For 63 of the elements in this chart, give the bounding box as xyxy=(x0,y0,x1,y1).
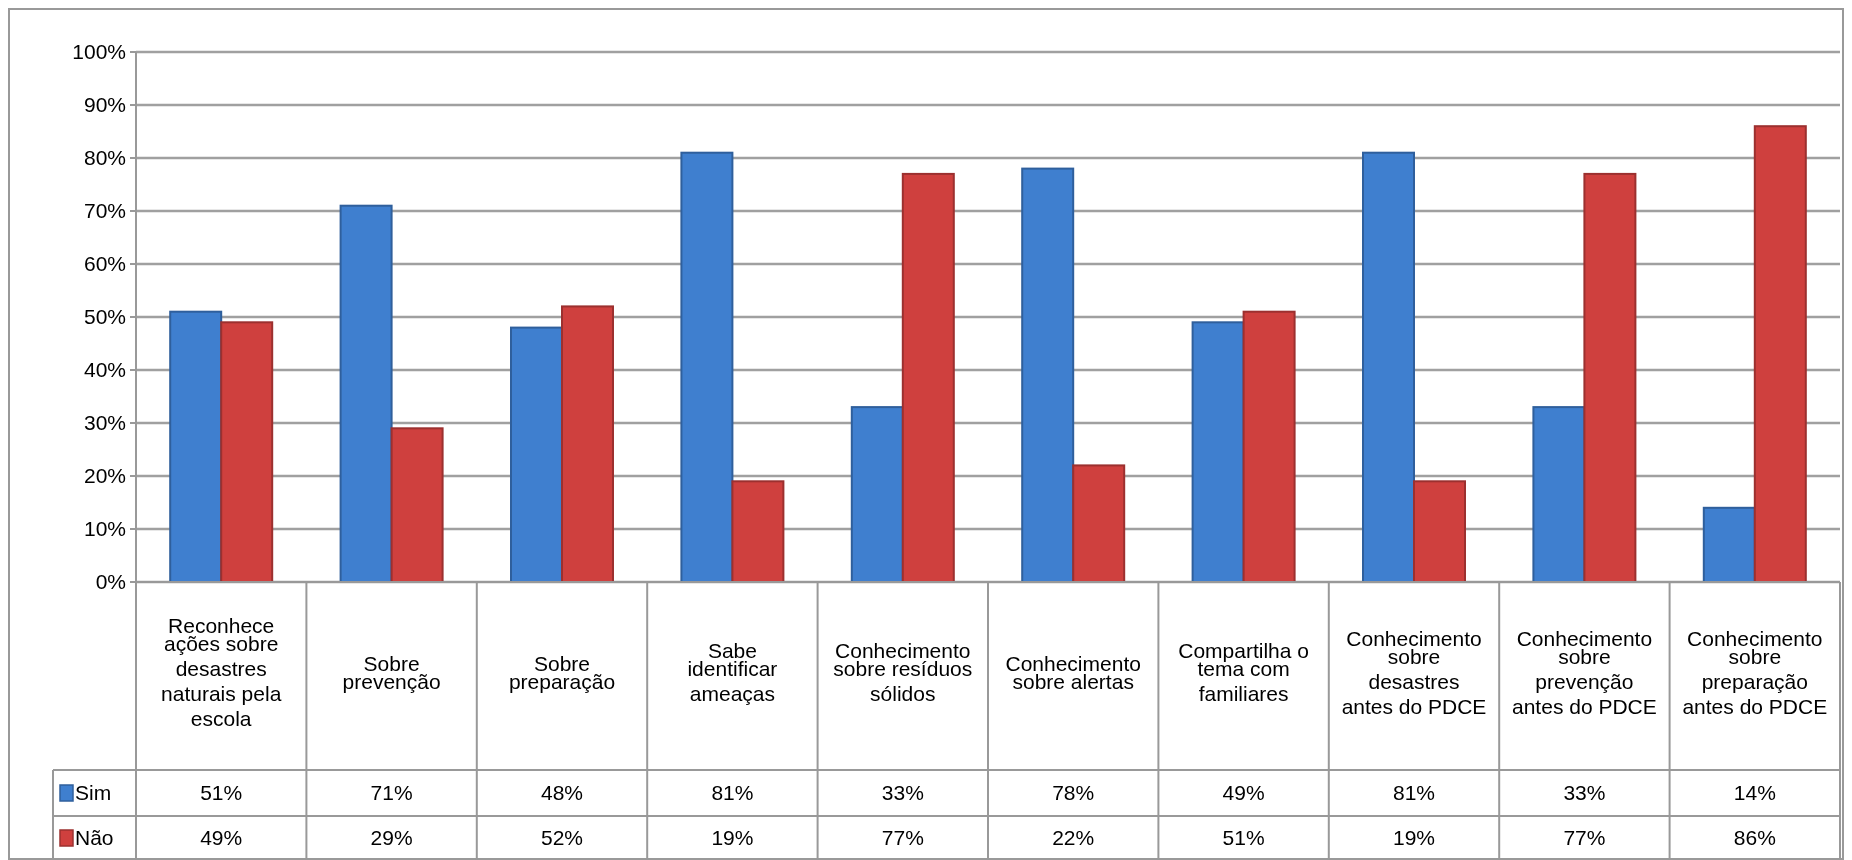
bar xyxy=(1413,480,1466,583)
y-tick-label: 30% xyxy=(83,411,126,435)
y-tick-label: 40% xyxy=(83,358,126,382)
data-label: 49% xyxy=(1222,781,1265,805)
bar xyxy=(901,172,955,583)
y-tick-label: 80% xyxy=(83,146,126,170)
y-tick-label: 50% xyxy=(83,305,126,329)
legend-label: Não xyxy=(75,826,114,850)
x-tick-label: Conhecimento sobre desastres antes do PDCE xyxy=(1341,626,1487,718)
y-tick-label: 60% xyxy=(83,252,126,276)
data-label: 81% xyxy=(1392,781,1436,805)
y-tick-label: 0% xyxy=(95,570,126,594)
x-tick-label: Reconhece ações sobre desastres naturais pela escola xyxy=(161,614,282,730)
data-label: 81% xyxy=(711,781,754,805)
y-tick-label: 90% xyxy=(83,93,126,117)
bar xyxy=(1021,167,1075,583)
data-label: 52% xyxy=(540,826,584,850)
y-tick-label: 10% xyxy=(83,517,126,541)
x-tick-label: Conhecimento sobre prevenção antes do PDCE xyxy=(1512,626,1657,718)
data-label: 19% xyxy=(711,826,754,850)
data-label: 33% xyxy=(1563,781,1606,805)
data-label: 78% xyxy=(1052,781,1095,805)
data-label: 77% xyxy=(881,826,924,850)
data-label: 77% xyxy=(1563,826,1606,850)
bar xyxy=(1583,172,1637,583)
x-tick-label: Conhecimento sobre preparação antes do PDCE xyxy=(1682,626,1828,718)
bar xyxy=(1702,506,1756,583)
data-label: 86% xyxy=(1733,826,1776,850)
data-label: 51% xyxy=(1222,826,1265,850)
data-label: 19% xyxy=(1392,826,1436,850)
bar xyxy=(169,310,223,583)
y-tick-label: 70% xyxy=(83,199,126,223)
data-label: 51% xyxy=(200,781,243,805)
bar xyxy=(850,406,904,583)
legend-label: Sim xyxy=(75,781,112,805)
bar xyxy=(1242,310,1296,583)
x-tick-label: Sobre preparação xyxy=(508,651,616,693)
data-label: 29% xyxy=(370,826,413,850)
bar xyxy=(1362,151,1415,583)
bar xyxy=(561,305,614,583)
bar xyxy=(1191,321,1245,583)
bar xyxy=(339,204,393,583)
data-label: 22% xyxy=(1052,826,1095,850)
bar xyxy=(510,326,563,583)
y-tick-label: 20% xyxy=(83,464,126,488)
bar xyxy=(731,480,785,583)
x-tick-label: Compartilha o tema com familiares xyxy=(1178,639,1309,705)
data-label: 33% xyxy=(881,781,924,805)
y-tick-label: 100% xyxy=(72,40,126,64)
data-label: 14% xyxy=(1733,781,1776,805)
bar xyxy=(680,151,734,583)
data-label: 48% xyxy=(540,781,584,805)
x-tick-label: Conhecimento sobre alertas xyxy=(1005,651,1141,693)
bar xyxy=(390,427,444,583)
bar xyxy=(1753,125,1807,583)
x-tick-label: Conhecimento sobre resíduos sólidos xyxy=(833,639,973,705)
bar xyxy=(220,321,274,583)
bar xyxy=(1072,464,1126,583)
x-tick-label: Sobre prevenção xyxy=(342,651,441,693)
data-label: 49% xyxy=(200,826,243,850)
x-tick-label: Sabe identificar ameaças xyxy=(687,639,778,705)
bar xyxy=(1532,406,1586,583)
data-label: 71% xyxy=(370,781,413,805)
